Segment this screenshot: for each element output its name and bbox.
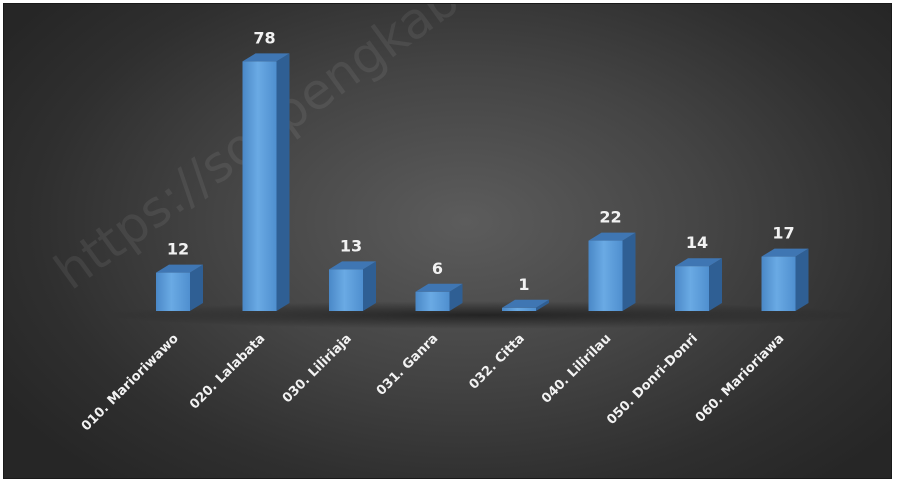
bar-top — [329, 261, 376, 270]
bar-side — [795, 248, 809, 311]
bar-3 — [329, 261, 376, 311]
bar-front — [761, 256, 796, 311]
x-tick-label: 010. Marioriwawo — [79, 331, 182, 434]
bar-value-label: 1 — [518, 275, 529, 294]
bar-6 — [588, 232, 636, 311]
bar-side — [709, 258, 722, 311]
bar-side — [536, 299, 549, 311]
bar-8 — [761, 248, 809, 311]
bar-front — [329, 269, 363, 311]
bar-side — [622, 232, 636, 311]
bar-top — [588, 232, 636, 241]
bar-side — [449, 283, 463, 311]
x-tick-label: 032. Citta — [466, 331, 527, 392]
bar-top — [242, 53, 290, 62]
bar-chart: 12 010. Marioriwawo 78 020. Lalabata 13 030. … — [79, 28, 864, 434]
bar-value-label: 13 — [340, 236, 362, 255]
bar-2 — [242, 53, 290, 312]
x-tick-label: 030. Liliriaja — [280, 331, 355, 406]
bar-side — [363, 261, 376, 311]
x-tick-label: 020. Lalabata — [187, 331, 268, 412]
bar-top — [761, 248, 809, 257]
bar-value-label: 78 — [253, 28, 275, 47]
bar-side — [190, 264, 203, 311]
bar-side — [276, 53, 290, 312]
x-tick-label: 040. Lilirilau — [539, 331, 614, 406]
bar-front — [156, 272, 190, 311]
x-tick-label: 060. Marioriawa — [693, 331, 787, 425]
bar-4 — [415, 283, 463, 311]
chart-frame: https://soppengkab.bps.go.id 12 010. Mari… — [3, 3, 892, 479]
bar-front — [588, 240, 623, 311]
floor-shadow — [104, 301, 864, 329]
bar-front — [415, 291, 450, 311]
bar-value-label: 17 — [772, 224, 794, 243]
bar-7 — [675, 258, 722, 311]
x-tick-label: 050. Donri-Donri — [604, 331, 701, 428]
bar-value-label: 6 — [432, 259, 443, 278]
bar-value-label: 22 — [599, 208, 621, 227]
x-tick-label: 031. Ganra — [374, 331, 442, 399]
bar-value-label: 12 — [167, 240, 189, 259]
bar-top — [502, 299, 549, 308]
bar-value-label: 14 — [686, 233, 708, 252]
bar-1 — [156, 264, 203, 311]
bar-front — [242, 61, 277, 312]
bar-top — [156, 264, 203, 273]
bar-front — [502, 307, 536, 311]
bar-top — [675, 258, 722, 267]
bar-top — [415, 283, 463, 292]
bar-5 — [502, 299, 549, 311]
bar-front — [675, 266, 709, 311]
